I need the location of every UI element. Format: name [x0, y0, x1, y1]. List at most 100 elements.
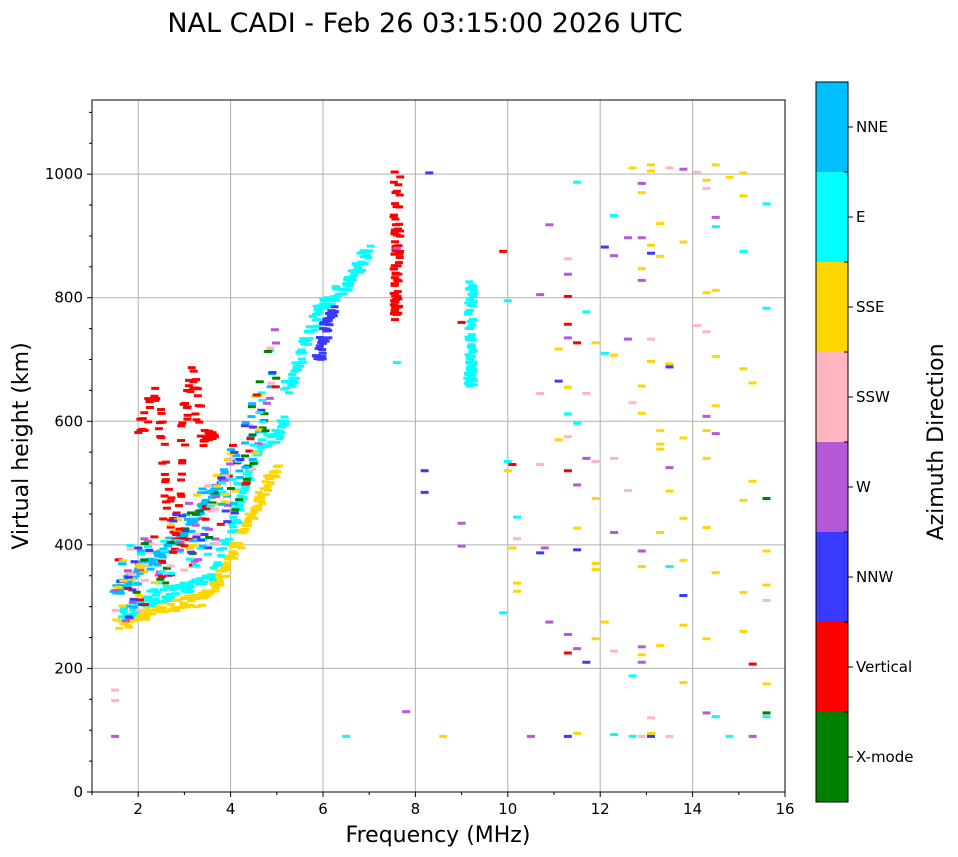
- scatter-point: [637, 181, 646, 185]
- trace-point: [216, 583, 225, 587]
- trace-point: [315, 344, 324, 348]
- scatter-point: [679, 594, 688, 598]
- trace-point: [202, 436, 211, 440]
- trace-point: [144, 608, 153, 612]
- trace-point: [146, 557, 155, 561]
- echo-point: [201, 504, 210, 508]
- trace-point: [238, 491, 247, 495]
- trace-point: [176, 492, 185, 496]
- trace-point: [254, 452, 263, 456]
- echo-point: [248, 402, 257, 406]
- trace-point: [292, 365, 301, 369]
- trace-point: [238, 530, 247, 534]
- trace-point: [463, 312, 472, 316]
- trace-point: [344, 288, 353, 292]
- echo-point: [249, 461, 258, 465]
- trace-point: [140, 428, 149, 432]
- scatter-point: [563, 435, 572, 439]
- trace-point: [239, 496, 248, 500]
- echo-point: [118, 562, 127, 566]
- echo-point: [258, 438, 267, 442]
- trace-point: [467, 369, 476, 373]
- y-axis-title: Virtual height (km): [9, 342, 34, 549]
- trace-point: [308, 314, 317, 318]
- scatter-point: [702, 291, 711, 295]
- echo-point: [124, 615, 133, 619]
- scatter-point: [762, 306, 771, 310]
- trace-point: [208, 578, 217, 582]
- scatter-point: [702, 330, 711, 334]
- trace-point: [390, 292, 399, 296]
- trace-point: [266, 435, 275, 439]
- echo-point: [134, 546, 143, 550]
- trace-point: [465, 280, 474, 284]
- scatter-point: [513, 537, 522, 541]
- trace-point: [183, 605, 192, 609]
- scatter-point: [499, 249, 508, 253]
- scatter-point: [739, 498, 748, 502]
- x-tick-label: 14: [683, 800, 702, 818]
- echo-point: [133, 582, 142, 586]
- scatter-point: [739, 194, 748, 198]
- colorbar-segment: [816, 82, 848, 172]
- echo-point: [187, 550, 196, 554]
- trace-point: [138, 560, 147, 564]
- scatter-point: [554, 438, 563, 442]
- echo-point: [114, 558, 123, 562]
- echo-point: [221, 493, 230, 497]
- trace-point: [271, 440, 280, 444]
- trace-point: [162, 506, 171, 510]
- scatter-point: [637, 549, 646, 553]
- scatter-point: [679, 167, 688, 171]
- scatter-point: [610, 456, 619, 460]
- echo-point: [191, 523, 200, 527]
- echo-point: [118, 604, 127, 608]
- scatter-point: [656, 531, 665, 534]
- scatter-point: [457, 320, 466, 324]
- trace-point: [245, 516, 254, 520]
- echo-point: [233, 481, 242, 485]
- echo-point: [154, 573, 163, 577]
- scatter-point: [573, 421, 582, 425]
- echo-point: [217, 502, 226, 506]
- echo-point: [229, 502, 238, 506]
- scatter-point: [610, 649, 619, 653]
- scatter-point: [563, 257, 572, 261]
- trace-point: [214, 563, 223, 567]
- trace-point: [183, 417, 192, 421]
- trace-point: [138, 417, 147, 421]
- scatter-point: [513, 589, 522, 593]
- trace-point: [312, 304, 321, 308]
- echo-point: [255, 380, 264, 384]
- scatter-point: [711, 215, 720, 219]
- colorbar-segment: [816, 442, 848, 532]
- trace-point: [156, 408, 165, 412]
- echo-point: [262, 401, 271, 405]
- scatter-point: [665, 362, 674, 366]
- colorbar-label: SSW: [856, 388, 890, 406]
- scatter-point: [628, 674, 637, 678]
- y-tick-label: 400: [54, 536, 83, 554]
- echo-point: [233, 461, 242, 465]
- trace-point: [210, 589, 219, 593]
- echo-point: [265, 396, 274, 400]
- trace-point: [146, 603, 155, 607]
- trace-point: [170, 592, 179, 596]
- trace-point: [166, 586, 175, 590]
- trace-point: [395, 252, 404, 256]
- echo-point: [157, 575, 166, 579]
- scatter-point: [513, 581, 522, 585]
- trace-point: [469, 294, 478, 298]
- echo-point: [191, 512, 200, 516]
- scatter-point: [739, 590, 748, 594]
- trace-point: [169, 530, 178, 534]
- scatter-point: [439, 734, 448, 738]
- scatter-point: [563, 294, 572, 298]
- scatter-point: [503, 299, 512, 303]
- echo-point: [146, 542, 155, 546]
- echo-point: [221, 474, 230, 478]
- trace-point: [121, 621, 130, 625]
- trace-point: [313, 357, 322, 361]
- scatter-point: [582, 391, 591, 395]
- trace-point: [297, 348, 306, 352]
